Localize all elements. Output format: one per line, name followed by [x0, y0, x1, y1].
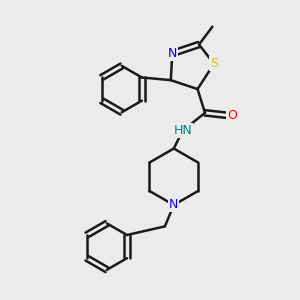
Text: HN: HN	[173, 124, 192, 137]
Text: S: S	[210, 57, 218, 70]
Text: O: O	[227, 109, 237, 122]
Text: N: N	[168, 47, 177, 60]
Text: N: N	[169, 199, 178, 212]
